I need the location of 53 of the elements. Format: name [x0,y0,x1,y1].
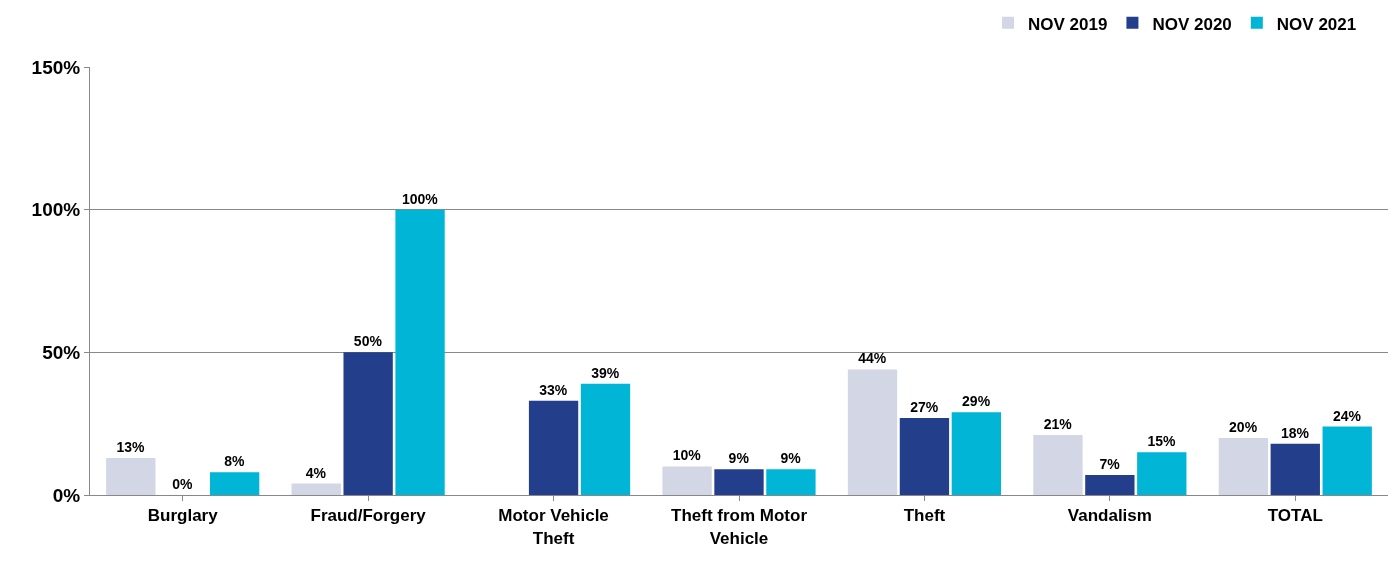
data-label: 50% [353,333,383,350]
bar [580,383,631,495]
bar [291,483,341,495]
bar [1270,443,1320,495]
data-label: 9% [780,450,802,467]
bar [1137,452,1187,495]
bar [1218,437,1269,495]
y-tick-label: 150% [31,56,81,78]
bar [1033,435,1083,495]
data-label: 0% [172,476,194,492]
x-tick-label: Vandalism [1067,506,1152,526]
x-tick-label: Theft from Motor Vehicle [671,506,808,548]
bar [106,457,156,495]
bar [766,469,816,495]
bar [395,209,445,495]
data-label: 7% [1099,456,1121,473]
data-label: 44% [858,350,887,367]
y-tick-label: 50% [42,341,81,363]
data-label: 21% [1043,416,1073,433]
bar [662,466,712,495]
y-tick-label: 0% [52,484,81,506]
x-tick-label: Theft [903,506,946,526]
bar [951,412,1002,495]
bar [847,369,898,495]
legend-label: NOV 2021 [1276,14,1357,34]
legend-label: NOV 2020 [1152,14,1232,34]
x-tick-label: TOTAL [1267,506,1323,526]
data-label: 27% [910,398,939,415]
bar [714,469,764,495]
data-label: 20% [1229,418,1258,435]
data-label: 13% [116,438,146,455]
data-label: 15% [1147,433,1177,450]
data-label: 8% [224,453,246,470]
x-tick-label: Burglary [147,506,219,526]
data-label: 33% [539,381,568,398]
bar [899,417,950,495]
data-label: 39% [591,364,620,381]
x-tick-label: Motor Vehicle Theft [498,506,609,548]
y-tick-label: 100% [31,199,81,221]
bar [528,400,579,495]
data-label: 29% [962,393,991,410]
data-label: 24% [1332,407,1362,424]
data-label: 9% [728,450,750,467]
data-label: 100% [401,190,439,207]
data-label: 10% [672,447,702,464]
x-tick-label: Fraud/Forgery [310,506,427,526]
data-label: 4% [305,464,327,481]
data-label: 18% [1281,424,1310,441]
bar [343,352,393,495]
legend-label: NOV 2019 [1028,14,1108,34]
bar [209,472,260,495]
bar [1085,475,1135,495]
bar [1322,426,1372,495]
